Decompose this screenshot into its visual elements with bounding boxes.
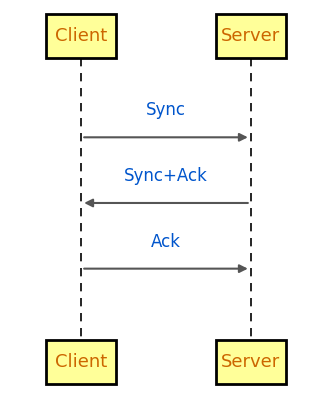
Text: Server: Server [221,353,280,371]
Bar [216,14,286,58]
Text: Server: Server [221,27,280,45]
Text: Client: Client [55,27,108,45]
Bar [46,14,116,58]
Text: Sync: Sync [146,101,186,119]
Text: Ack: Ack [151,233,181,251]
Text: Sync+Ack: Sync+Ack [124,167,208,185]
Text: Client: Client [55,353,108,371]
Bar [216,340,286,384]
Bar [46,340,116,384]
